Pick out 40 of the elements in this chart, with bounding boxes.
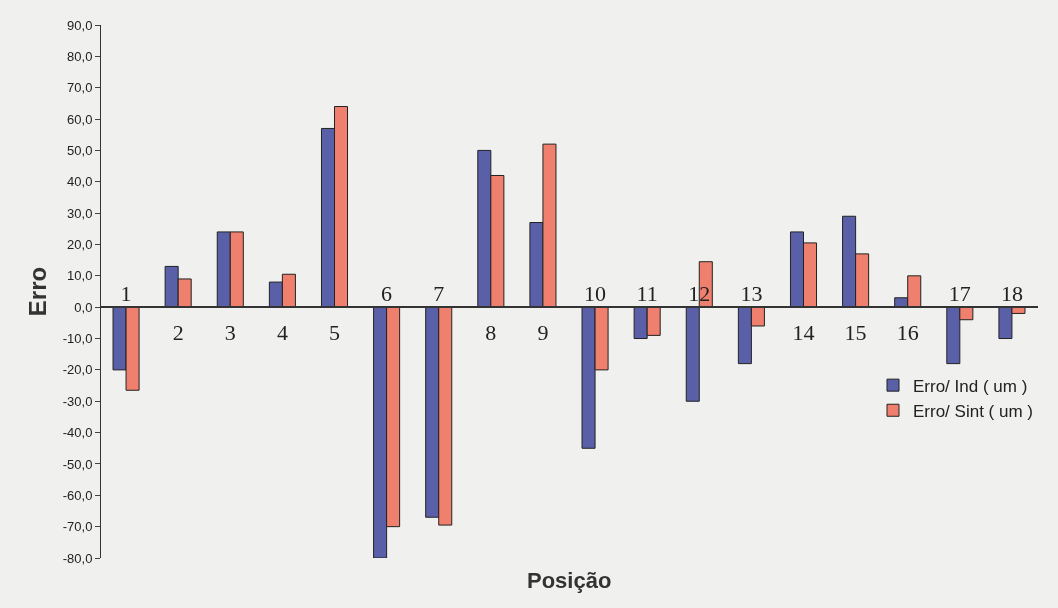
y-tick-label: 50,0 bbox=[67, 142, 93, 158]
y-tick-label: 70,0 bbox=[67, 80, 93, 96]
x-axis-title: Posição bbox=[527, 568, 612, 593]
x-tick-label: 14 bbox=[792, 320, 815, 346]
x-tick-label: 3 bbox=[224, 320, 236, 346]
y-tick-label: -10,0 bbox=[62, 331, 93, 347]
x-tick-label: 5 bbox=[329, 320, 340, 346]
y-tick-label: 60,0 bbox=[67, 111, 93, 127]
x-tick-label: 13 bbox=[740, 280, 763, 306]
x-tick-label: 18 bbox=[1000, 280, 1023, 306]
legend-label: Erro/ Sint ( um ) bbox=[913, 401, 1033, 421]
y-tick-label: -20,0 bbox=[62, 362, 93, 378]
x-tick-label: 10 bbox=[584, 280, 607, 306]
y-tick-label: 0,0 bbox=[74, 299, 93, 315]
y-tick-label: 90,0 bbox=[67, 17, 93, 33]
y-tick-label: -60,0 bbox=[62, 487, 93, 503]
y-tick-label: 80,0 bbox=[67, 48, 93, 64]
x-tick-label: 4 bbox=[276, 320, 288, 346]
y-tick-label: 30,0 bbox=[67, 205, 93, 221]
y-tick-label: -30,0 bbox=[62, 393, 93, 409]
x-tick-label: 8 bbox=[485, 320, 497, 346]
x-tick-label: 6 bbox=[381, 280, 393, 306]
y-tick-label: 40,0 bbox=[67, 174, 93, 190]
y-axis-title: Erro bbox=[23, 266, 51, 317]
bar bbox=[685, 306, 700, 402]
x-tick-label: 11 bbox=[636, 280, 658, 306]
legend-label: Erro/ Ind ( um ) bbox=[913, 376, 1028, 396]
y-tick-label: 10,0 bbox=[67, 268, 93, 284]
y-tick-label: -80,0 bbox=[62, 550, 93, 566]
y-tick-label: -70,0 bbox=[62, 519, 93, 535]
x-tick-label: 2 bbox=[172, 320, 184, 346]
x-tick-label: 7 bbox=[433, 280, 445, 306]
x-tick-label: 16 bbox=[896, 320, 919, 346]
y-tick-label: -50,0 bbox=[62, 456, 93, 472]
x-tick-label: 17 bbox=[948, 280, 971, 306]
x-tick-label: 15 bbox=[844, 320, 867, 346]
x-tick-label: 9 bbox=[537, 320, 549, 346]
y-tick-label: -40,0 bbox=[62, 425, 93, 441]
x-tick-label: 1 bbox=[120, 280, 132, 306]
y-tick-label: 20,0 bbox=[67, 237, 93, 253]
